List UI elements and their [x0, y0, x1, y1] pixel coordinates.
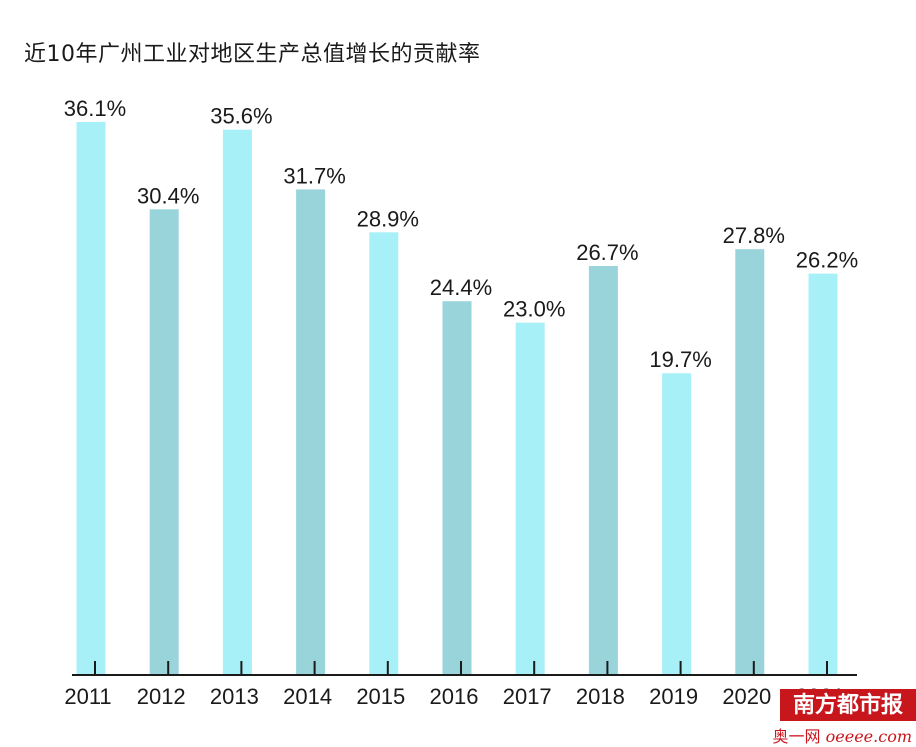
- bar-2016: [442, 301, 472, 675]
- bar-2021: [808, 273, 838, 675]
- x-tick-label-2016: 2016: [430, 684, 479, 709]
- watermark-site-name: 奥一网: [772, 727, 821, 746]
- watermark-site: 奥一网 oeeee.com: [773, 723, 912, 747]
- x-tick-labels-layer: 2011 2012 2013 2014 2015 2016 2017 2018 2019 2020…: [64, 684, 844, 709]
- data-labels-layer: 36.1% 30.4% 35.6% 31.7% 28.9% 24.4% 23.0% 26.7%…: [64, 96, 858, 372]
- x-tick-label-2017: 2017: [503, 684, 552, 709]
- bar-2020: [735, 249, 765, 675]
- bar-2011: [76, 122, 106, 675]
- x-tick-label-2013: 2013: [210, 684, 259, 709]
- data-label-2012: 30.4%: [137, 183, 199, 208]
- data-label-2015: 28.9%: [357, 206, 419, 231]
- bar-2017: [515, 322, 545, 675]
- chart-title: 近10年广州工业对地区生产总值增长的贡献率: [24, 42, 481, 67]
- x-tick-label-2015: 2015: [356, 684, 405, 709]
- x-tick-label-2018: 2018: [576, 684, 625, 709]
- data-label-2014: 31.7%: [283, 163, 345, 188]
- x-tick-label-2012: 2012: [137, 684, 186, 709]
- data-label-2018: 26.7%: [576, 240, 638, 265]
- watermark-site-domain: oeeee.com: [825, 727, 912, 746]
- bars-layer: [76, 122, 838, 675]
- bar-2012: [149, 209, 179, 675]
- x-tick-label-2011: 2011: [64, 684, 111, 709]
- bar-2015: [369, 232, 399, 675]
- watermark: 南方都市报 奥一网 oeeee.com: [773, 689, 916, 747]
- x-tick-label-2020: 2020: [722, 684, 771, 709]
- bar-2018: [588, 265, 618, 675]
- data-label-2019: 19.7%: [649, 347, 711, 372]
- bar-2014: [296, 189, 326, 675]
- x-ticks-layer: [94, 661, 828, 675]
- data-label-2021: 26.2%: [796, 248, 858, 273]
- data-label-2017: 23.0%: [503, 297, 565, 322]
- x-tick-label-2019: 2019: [649, 684, 698, 709]
- data-label-2011: 36.1%: [64, 96, 126, 121]
- data-label-2020: 27.8%: [723, 223, 785, 248]
- watermark-logo: 南方都市报: [780, 689, 916, 721]
- data-label-2016: 24.4%: [430, 275, 492, 300]
- x-tick-label-2014: 2014: [283, 684, 332, 709]
- bar-2019: [662, 373, 692, 675]
- data-label-2013: 35.6%: [210, 104, 272, 129]
- bar-2013: [222, 129, 252, 675]
